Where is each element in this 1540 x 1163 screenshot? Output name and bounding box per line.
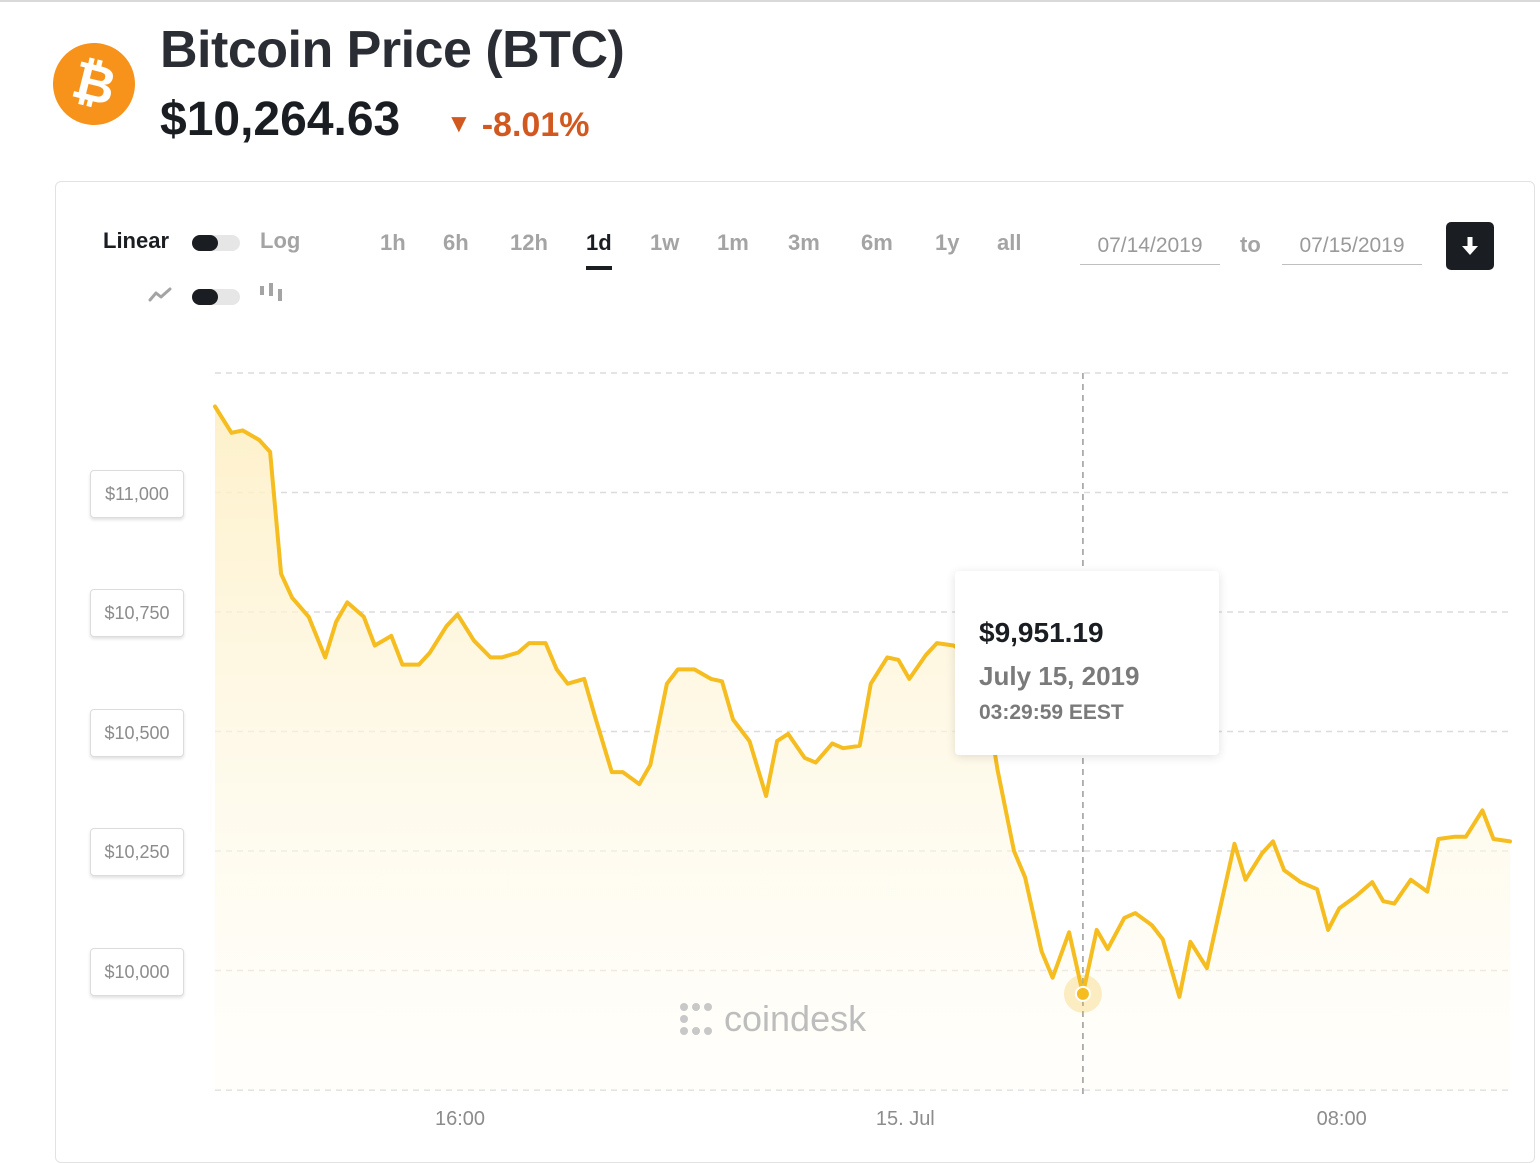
y-tick-label: $10,250 [90,828,184,876]
range-tab-all[interactable]: all [997,230,1022,255]
range-tab-1y[interactable]: 1y [935,230,960,255]
scale-toggle[interactable] [192,235,240,251]
coindesk-watermark: coindesk [678,998,866,1040]
range-tab-3m[interactable]: 3m [788,230,820,255]
scale-log-label[interactable]: Log [260,228,301,253]
range-tab-1h[interactable]: 1h [380,230,406,255]
y-tick-label: $11,000 [90,469,184,518]
scale-linear-label[interactable]: Linear [103,228,170,253]
tooltip-time: 03:29:59 EEST [979,701,1124,724]
download-arrow-icon [1462,237,1478,255]
range-tab-1d[interactable]: 1d [586,230,612,270]
date-from-input[interactable] [1080,228,1220,265]
range-tab-1m[interactable]: 1m [717,230,749,255]
chart-style-toggle-knob [192,289,218,305]
top-border [0,0,1540,2]
coindesk-watermark-text: coindesk [724,998,867,1039]
scale-toggle-knob [192,235,218,251]
y-tick-label: $10,500 [90,708,184,757]
y-tick-label: $10,000 [90,947,184,996]
chart-tooltip: $9,951.19 July 15, 2019 03:29:59 EEST [955,571,1219,755]
tooltip-date: July 15, 2019 [979,661,1140,691]
range-tab-6m[interactable]: 6m [861,230,893,255]
range-tab-6h[interactable]: 6h [443,230,469,255]
coindesk-logo-icon [680,1003,712,1035]
price-change: ▼ -8.01% [446,106,589,145]
price-area [215,406,1510,1090]
down-triangle-icon: ▼ [446,108,472,138]
candlestick-icon[interactable] [258,282,284,304]
y-tick-label: $10,750 [90,589,184,637]
date-to-label: to [1240,232,1261,257]
x-tick-label: 16:00 [434,1108,486,1130]
chart-style-toggle[interactable] [192,289,240,305]
download-button[interactable] [1446,222,1494,270]
x-tick-label: 15. Jul [875,1108,935,1130]
price-line [213,404,1512,999]
current-price: $10,264.63 [160,93,401,146]
highlight-point [1074,985,1091,1002]
price-change-value: -8.01% [481,106,590,144]
line-chart-icon[interactable] [148,286,174,304]
page-title: Bitcoin Price (BTC) [160,21,625,79]
date-to-input[interactable] [1282,228,1422,265]
x-tick-label: 08:00 [1316,1108,1367,1130]
tooltip-price: $9,951.19 [979,617,1104,648]
range-tab-1w[interactable]: 1w [650,230,680,255]
range-tab-12h[interactable]: 12h [510,230,548,255]
